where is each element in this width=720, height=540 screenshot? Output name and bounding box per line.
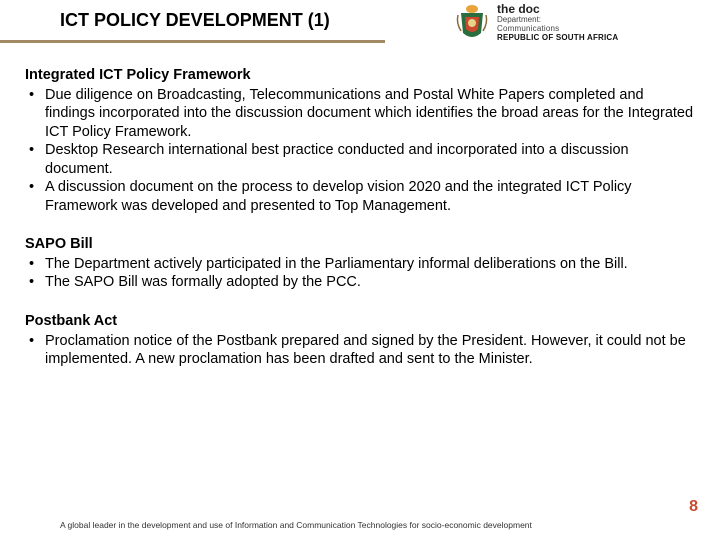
bullet-item: Proclamation notice of the Postbank prep… — [25, 332, 695, 369]
bullet-item: The Department actively participated in … — [25, 255, 695, 274]
coat-of-arms-icon — [455, 3, 489, 43]
section-0-heading: Integrated ICT Policy Framework — [25, 66, 695, 85]
section-2: Postbank Act Proclamation notice of the … — [25, 312, 695, 369]
section-2-heading: Postbank Act — [25, 312, 695, 331]
content-area: Integrated ICT Policy Framework Due dili… — [0, 48, 720, 369]
section-1: SAPO Bill The Department actively partic… — [25, 235, 695, 292]
section-1-bullets: The Department actively participated in … — [25, 255, 695, 292]
logo-line-4: REPUBLIC OF SOUTH AFRICA — [497, 34, 618, 43]
header: ICT POLICY DEVELOPMENT (1) the doc Depar… — [0, 0, 720, 48]
footer-text: A global leader in the development and u… — [60, 520, 532, 530]
bullet-item: Due diligence on Broadcasting, Telecommu… — [25, 86, 695, 142]
logo-area: the doc Department: Communications REPUB… — [455, 2, 710, 44]
slide-title: ICT POLICY DEVELOPMENT (1) — [60, 10, 330, 31]
bullet-item: A discussion document on the process to … — [25, 178, 695, 215]
section-1-heading: SAPO Bill — [25, 235, 695, 254]
section-2-bullets: Proclamation notice of the Postbank prep… — [25, 332, 695, 369]
bullet-item: Desktop Research international best prac… — [25, 141, 695, 178]
section-0: Integrated ICT Policy Framework Due dili… — [25, 66, 695, 215]
bullet-item: The SAPO Bill was formally adopted by th… — [25, 273, 695, 292]
page-number: 8 — [689, 498, 698, 516]
logo-text: the doc Department: Communications REPUB… — [497, 3, 618, 43]
title-underline — [0, 40, 385, 43]
section-0-bullets: Due diligence on Broadcasting, Telecommu… — [25, 86, 695, 216]
